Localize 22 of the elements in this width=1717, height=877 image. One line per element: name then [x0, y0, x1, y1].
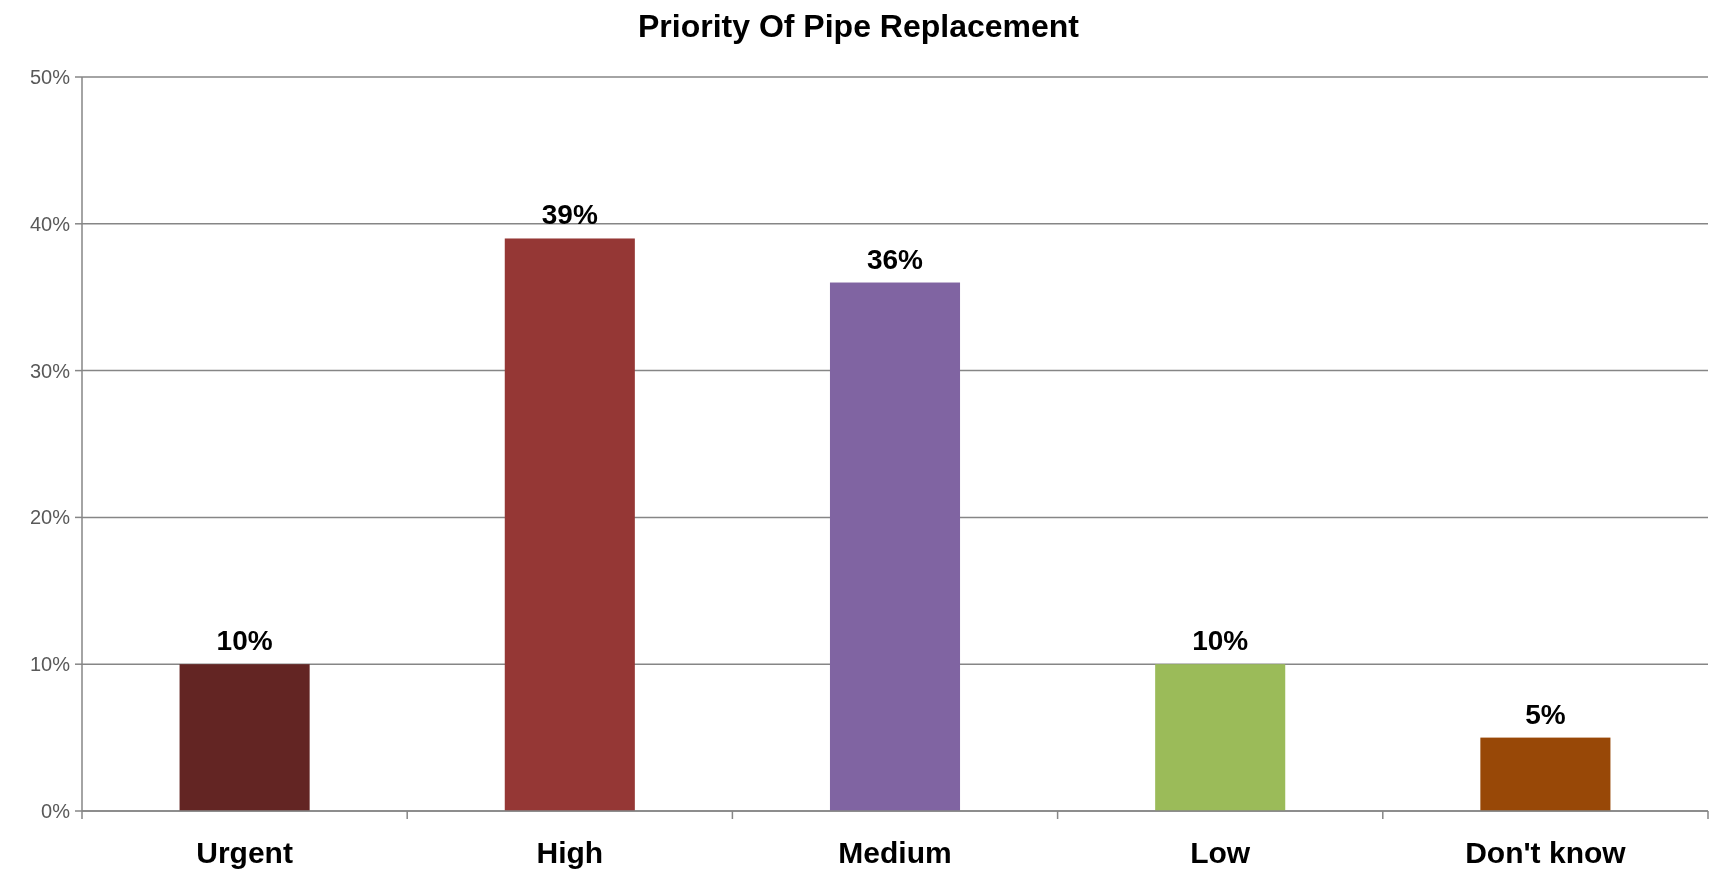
data-label: 39% — [541, 199, 598, 231]
bar — [179, 664, 310, 811]
data-label: 10% — [1192, 625, 1249, 657]
x-tick-label: Urgent — [196, 836, 293, 869]
x-tick-label: Don't know — [1465, 836, 1627, 869]
x-tick-label: High — [536, 836, 604, 869]
bar — [504, 238, 635, 811]
y-tick-label: 30% — [29, 359, 71, 382]
chart-title: Priority Of Pipe Replacement — [637, 8, 1080, 44]
data-label: 10% — [216, 625, 273, 657]
y-tick-label: 50% — [29, 66, 71, 88]
y-tick-label: 20% — [29, 506, 71, 529]
y-tick-label: 0% — [41, 800, 71, 822]
y-tick-label: 40% — [29, 212, 71, 235]
x-tick-label: Low — [1190, 836, 1251, 869]
bar — [1155, 664, 1286, 811]
bar — [829, 282, 961, 811]
data-label: 5% — [1525, 698, 1566, 730]
bar — [1480, 737, 1611, 811]
x-tick-label: Medium — [838, 836, 952, 869]
data-label: 36% — [866, 243, 924, 275]
y-tick-label: 10% — [29, 653, 71, 676]
